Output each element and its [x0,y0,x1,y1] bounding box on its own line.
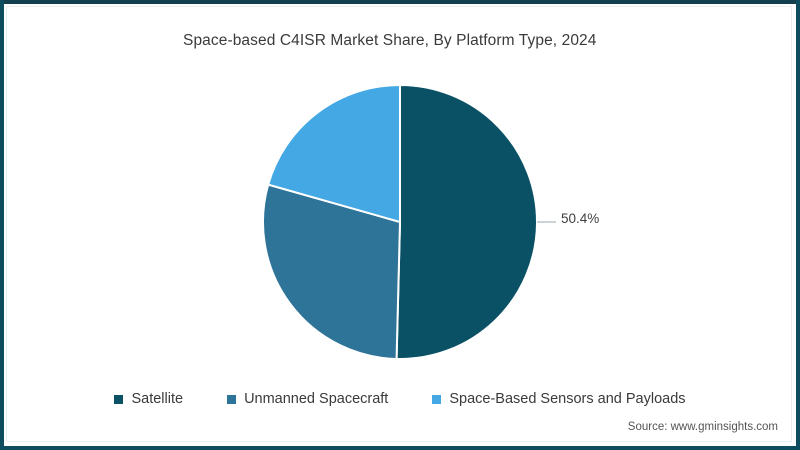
legend-item-unmanned-spacecraft[interactable]: Unmanned Spacecraft [227,391,388,407]
pie-slice-group [262,83,538,360]
legend-label-unmanned-spacecraft: Unmanned Spacecraft [244,391,389,407]
pie-slice[interactable] [266,83,401,224]
legend-label-space-based-sensors-and-payloads: Space-Based Sensors and Payloads [449,391,686,407]
source-note: Source: www.gminsights.com [627,421,778,433]
slice-data-label-satellite: 50.4% [561,211,600,226]
legend-label-satellite: Satellite [131,391,184,407]
chart-title: Space-based C4ISR Market Share, By Platf… [183,32,597,49]
legend-swatch-icon-space-based-sensors-and-payloads [432,394,442,404]
legend-swatch-icon-unmanned-spacecraft [227,394,237,404]
legend-item-satellite[interactable]: Satellite [114,391,183,407]
pie-slice[interactable] [262,183,402,360]
legend-swatch-icon-satellite [114,394,124,404]
chart-legend: Satellite Unmanned Spacecraft Space-Base… [0,391,800,407]
pie-slice[interactable] [395,83,538,360]
legend-item-space-based-sensors-and-payloads[interactable]: Space-Based Sensors and Payloads [432,391,686,407]
